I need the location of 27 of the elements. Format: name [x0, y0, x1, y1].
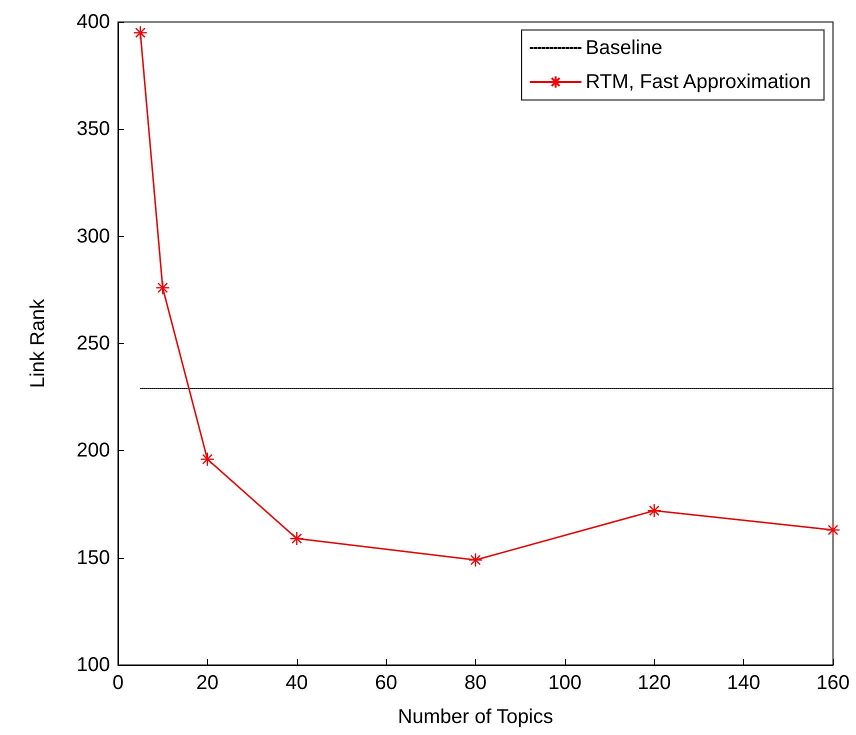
x-tick-label: 40: [286, 672, 308, 694]
x-tick-label: 120: [638, 672, 671, 694]
x-tick-label: 100: [548, 672, 582, 694]
y-tick-label: 250: [76, 332, 110, 354]
point: [826, 522, 840, 538]
point: [200, 452, 215, 466]
y-axis-title: Link Rank: [27, 298, 49, 388]
y-tick-label: 300: [76, 225, 110, 248]
x-tick-label: 80: [464, 672, 487, 694]
point: [156, 280, 170, 295]
y-tick-label: 150: [76, 546, 110, 569]
x-tick-label: 0: [112, 672, 124, 694]
x-tick-label: 60: [375, 672, 398, 694]
legend-label: Baseline: [586, 37, 662, 59]
y-tick-label: 200: [76, 440, 110, 462]
x-tick-label: 160: [816, 672, 850, 694]
x-tick-label: 140: [726, 672, 760, 694]
x-tick-label: 20: [196, 672, 218, 694]
point: [647, 504, 662, 518]
y-tick-label: 100: [76, 654, 110, 676]
point: [468, 552, 483, 568]
x-axis-title: Number of Topics: [398, 706, 554, 728]
y-tick-label: 400: [76, 11, 110, 33]
point: [133, 26, 148, 40]
y-tick-label: 350: [76, 118, 110, 140]
point: [290, 531, 304, 546]
legend-label: RTM, Fast Approximation: [586, 71, 811, 93]
